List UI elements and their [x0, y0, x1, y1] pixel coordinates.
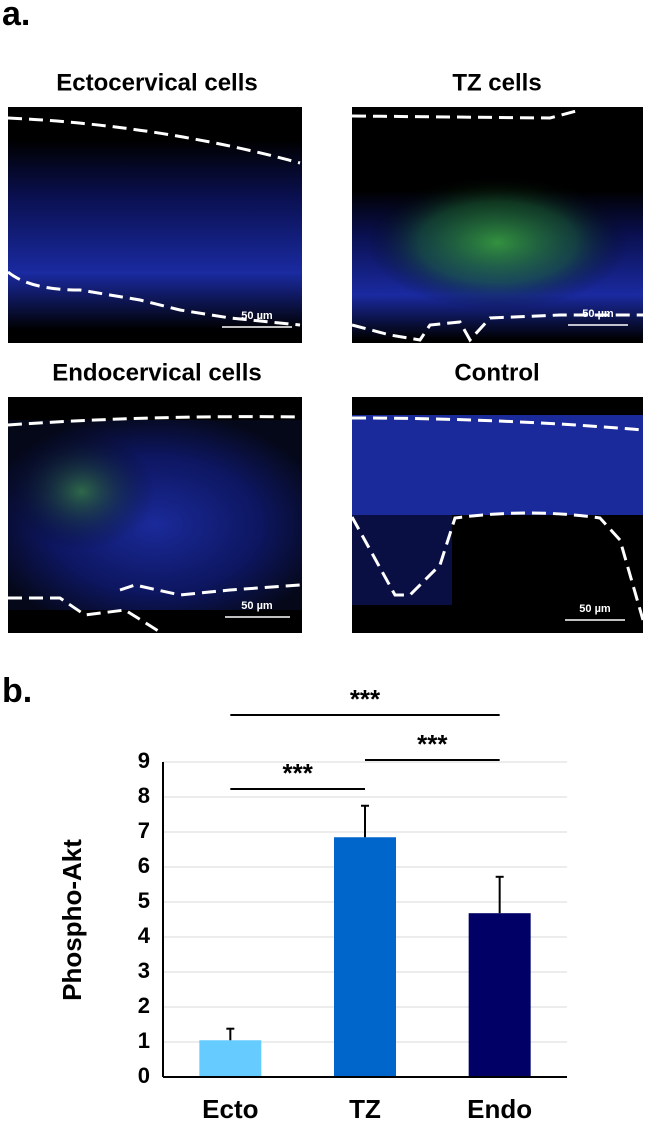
bar: [199, 1040, 262, 1077]
micrograph: 50 µm: [7, 397, 302, 634]
significance-label: ***: [350, 684, 381, 714]
y-tick-label: 8: [138, 783, 150, 808]
scale-label: 50 µm: [241, 600, 273, 612]
y-axis-label: Phospho-Akt: [57, 839, 87, 1001]
y-tick-label: 2: [138, 993, 150, 1018]
y-tick-label: 3: [138, 958, 150, 983]
y-tick-label: 1: [138, 1028, 150, 1053]
panel-title: TZ cells: [452, 69, 541, 96]
plot: 0 1 2 3 4 5 6 7 8 9 Ecto TZ Endo *** *** ***: [138, 684, 567, 1124]
y-tick-label: 5: [138, 888, 150, 913]
y-tick-label: 6: [138, 853, 150, 878]
x-tick-label: Endo: [467, 1094, 532, 1123]
panel-label: b.: [2, 672, 32, 710]
micrograph: 50 µm: [351, 107, 643, 343]
micrograph: 50 µm: [350, 397, 645, 633]
panel-label: a.: [2, 0, 30, 33]
panel-title: Control: [454, 359, 539, 386]
micrograph: 50 µm: [7, 107, 302, 343]
bar: [468, 913, 531, 1077]
y-tick-label: 9: [138, 748, 150, 773]
bar: [334, 837, 396, 1077]
panel-title: Ectocervical cells: [56, 69, 257, 96]
scale-label: 50 µm: [241, 310, 273, 322]
scale-label: 50 µm: [582, 308, 614, 320]
y-tick-label: 0: [138, 1063, 150, 1088]
y-tick-label: 7: [138, 818, 150, 843]
significance-label: ***: [417, 729, 448, 759]
x-tick-label: Ecto: [202, 1094, 258, 1123]
panel-title: Endocervical cells: [52, 359, 261, 386]
significance-label: ***: [282, 758, 313, 788]
scale-label: 50 µm: [579, 603, 611, 615]
y-tick-label: 4: [138, 923, 151, 948]
x-tick-label: TZ: [349, 1094, 381, 1123]
